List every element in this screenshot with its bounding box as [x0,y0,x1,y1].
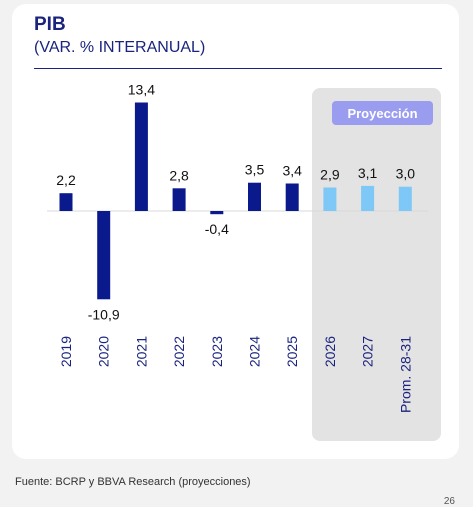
value-label: 2,9 [320,167,340,183]
bar-2022 [172,188,186,211]
value-label: 2,2 [56,172,76,188]
value-label: 3,5 [245,162,265,178]
bar-2027 [361,185,375,211]
value-label: 3,1 [358,165,378,181]
category-label: 2021 [133,336,149,367]
bar-2020 [97,211,111,300]
category-label: 2019 [58,336,74,367]
gdp-bar-chart: Proyección 2,2 -10,9 13,4 2,8 -0,4 3,5 3,4 2,9 3… [47,82,441,441]
source-note: Fuente: BCRP y BBVA Research (proyeccion… [15,476,251,488]
chart-title: PIB [34,14,66,35]
projection-badge [332,101,433,125]
value-label: -0,4 [205,221,229,237]
bar-2024 [248,182,261,211]
value-label: 13,4 [128,82,155,98]
value-label: 3,4 [282,163,302,179]
value-label: 2,8 [169,167,189,183]
bar-prom-28-31 [398,186,412,211]
category-label: 2023 [209,336,225,367]
page-number: 26 [443,496,455,507]
category-label: 2024 [247,336,263,367]
category-labels-group: 2019 2020 2021 2022 2023 2024 2025 2026 2027 Prom… [58,336,413,413]
projection-badge-label: Proyección [347,106,417,121]
value-label: 3,0 [396,166,416,182]
category-label: Prom. 28-31 [397,336,413,413]
category-label: 2020 [96,336,112,367]
bar-2025 [285,183,299,211]
bar-2019 [59,193,73,211]
category-label: 2027 [360,336,376,367]
category-label: 2025 [284,336,300,367]
value-label: -10,9 [88,306,120,322]
bar-2023 [210,211,224,215]
category-label: 2022 [171,336,187,367]
category-label: 2026 [322,336,338,367]
value-labels-group: 2,2 -10,9 13,4 2,8 -0,4 3,5 3,4 2,9 3,1 3,0 [56,82,415,323]
title-divider [34,68,442,69]
bar-2026 [323,187,337,211]
bars-group [59,102,412,300]
projection-band [312,88,441,441]
bar-2021 [134,102,148,211]
chart-subtitle: (VAR. % INTERANUAL) [34,39,206,56]
